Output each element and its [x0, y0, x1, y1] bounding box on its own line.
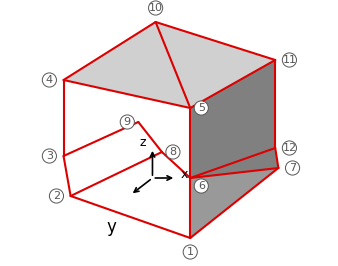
Text: 11: 11	[283, 55, 296, 65]
Text: 3: 3	[46, 151, 53, 161]
Text: 9: 9	[124, 117, 131, 127]
Circle shape	[42, 149, 56, 163]
Text: 4: 4	[46, 75, 53, 85]
Polygon shape	[64, 80, 190, 238]
Circle shape	[120, 115, 135, 129]
Text: 8: 8	[169, 147, 176, 157]
Circle shape	[183, 245, 197, 259]
Text: 10: 10	[149, 3, 163, 13]
Circle shape	[49, 189, 64, 203]
Circle shape	[282, 141, 296, 155]
Text: 1: 1	[187, 247, 194, 257]
Polygon shape	[190, 60, 279, 178]
Circle shape	[194, 101, 208, 115]
Circle shape	[166, 145, 180, 159]
Polygon shape	[64, 122, 162, 196]
Text: 7: 7	[289, 163, 296, 173]
Text: 6: 6	[198, 181, 205, 191]
Polygon shape	[190, 168, 279, 238]
Text: y: y	[106, 218, 117, 236]
Circle shape	[286, 161, 300, 175]
Circle shape	[194, 179, 208, 193]
Text: x: x	[181, 168, 188, 181]
Text: z: z	[140, 135, 146, 148]
Circle shape	[282, 53, 296, 67]
Polygon shape	[64, 22, 275, 108]
Text: 2: 2	[53, 191, 60, 201]
Circle shape	[42, 73, 56, 87]
Text: 12: 12	[282, 143, 296, 153]
Circle shape	[148, 1, 163, 15]
Text: 5: 5	[198, 103, 205, 113]
